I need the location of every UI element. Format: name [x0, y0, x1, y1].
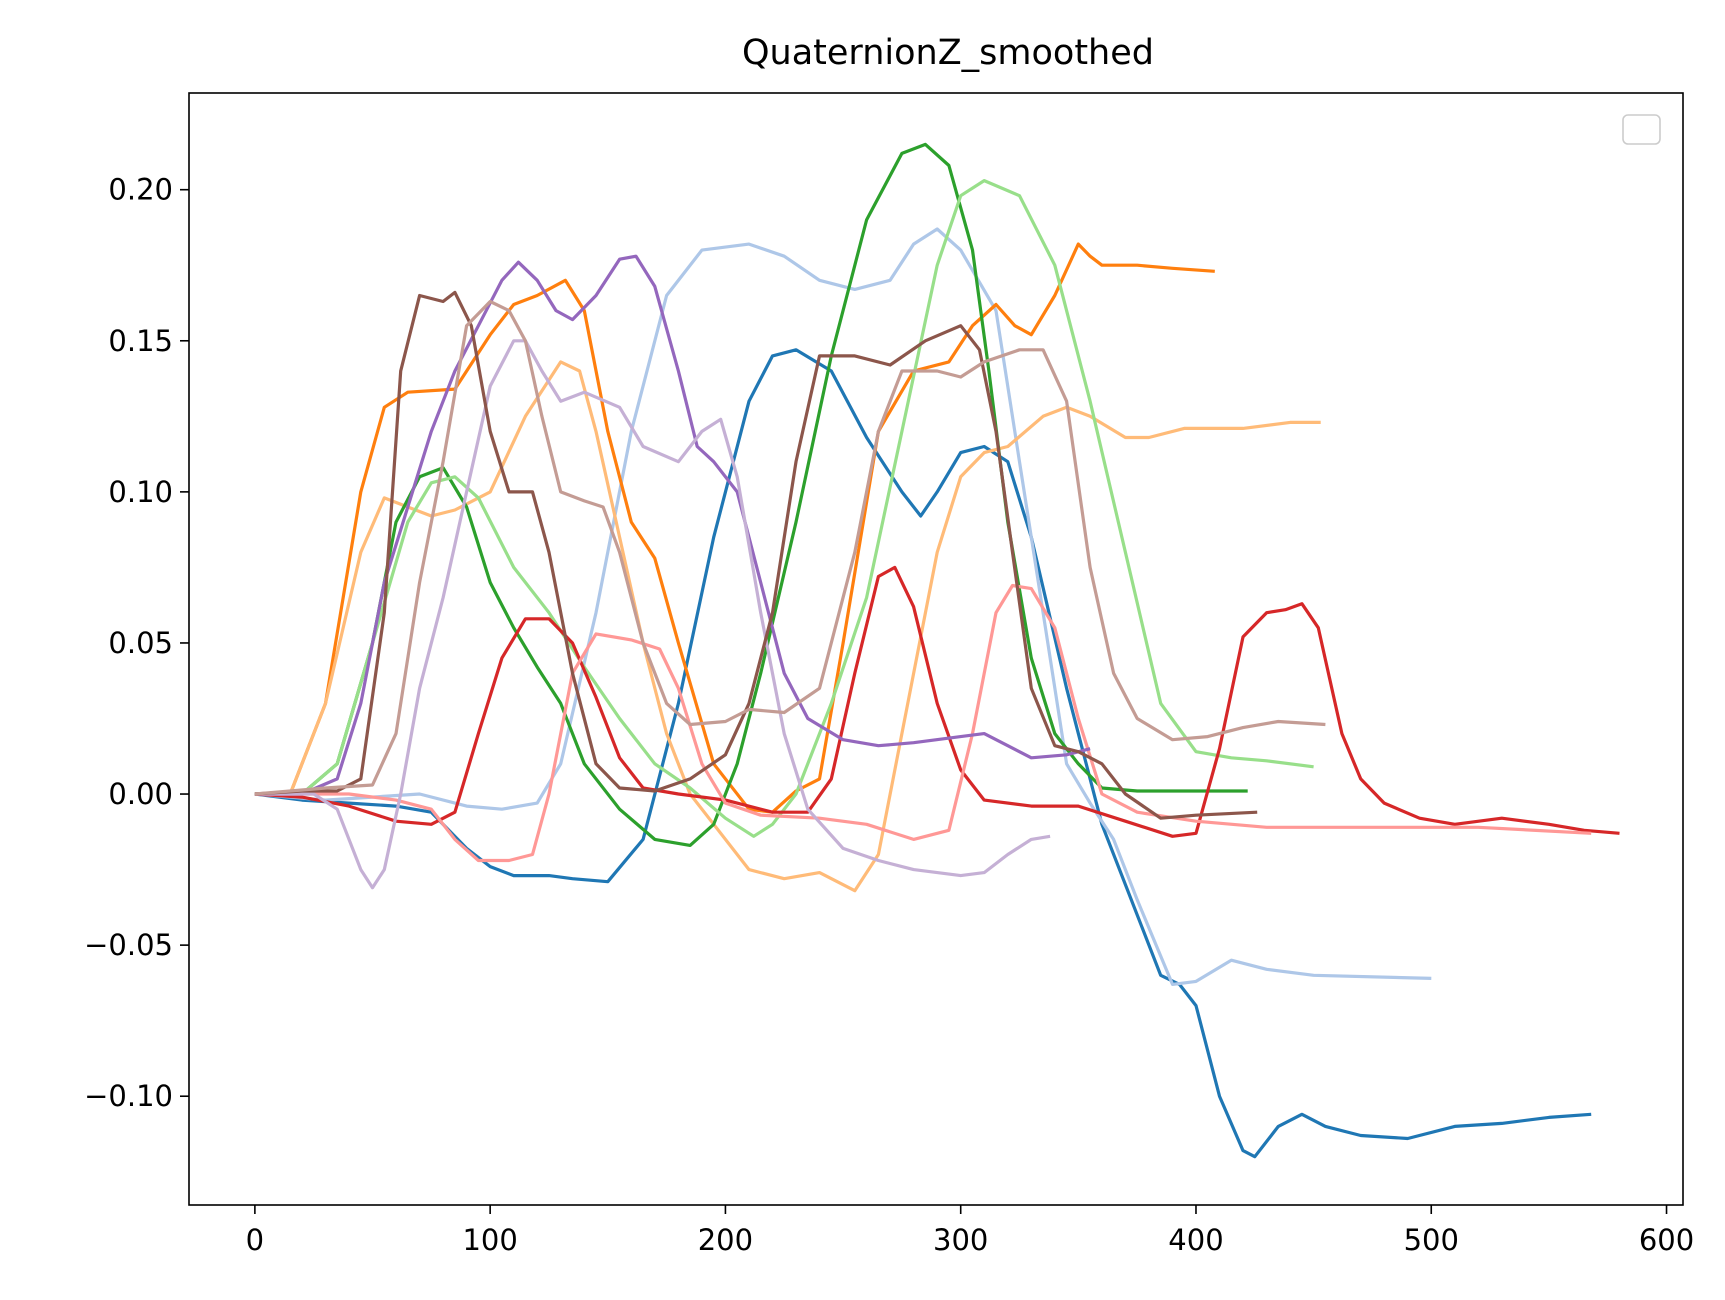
x-axis: 0 100 200 300 400 500 600: [246, 1205, 1694, 1257]
series-line-5: [254, 142, 1248, 847]
x-tick-label: 600: [1639, 1223, 1694, 1257]
y-tick-label: 0.10: [108, 475, 173, 509]
x-tick-label: 400: [1168, 1223, 1223, 1257]
y-axis: −0.10 −0.05 0.00 0.05 0.10 0.15 0.20: [84, 173, 189, 1113]
x-tick-label: 300: [933, 1223, 988, 1257]
series-line-2: [254, 227, 1432, 986]
series-line-12: [254, 299, 1326, 796]
series-line-1: [254, 348, 1592, 1159]
x-tick-label: 200: [698, 1223, 753, 1257]
x-tick-label: 0: [246, 1223, 264, 1257]
series-layer: [254, 142, 1620, 1159]
chart-title: QuaternionZ_smoothed: [742, 33, 1154, 73]
y-tick-label: −0.10: [84, 1079, 173, 1113]
y-tick-label: 0.00: [108, 777, 173, 811]
y-tick-label: −0.05: [84, 928, 173, 962]
series-line-7: [254, 565, 1620, 838]
series-line-11: [254, 290, 1258, 820]
y-tick-label: 0.15: [108, 324, 173, 358]
series-line-9: [254, 254, 1091, 796]
y-tick-label: 0.20: [108, 173, 173, 207]
series-line-10: [254, 339, 1051, 890]
x-tick-label: 500: [1404, 1223, 1459, 1257]
legend-box: [1622, 114, 1661, 145]
series-line-8: [254, 583, 1592, 863]
y-tick-label: 0.05: [108, 626, 173, 660]
plot-area-frame: [188, 92, 1684, 1206]
x-tick-label: 100: [462, 1223, 517, 1257]
